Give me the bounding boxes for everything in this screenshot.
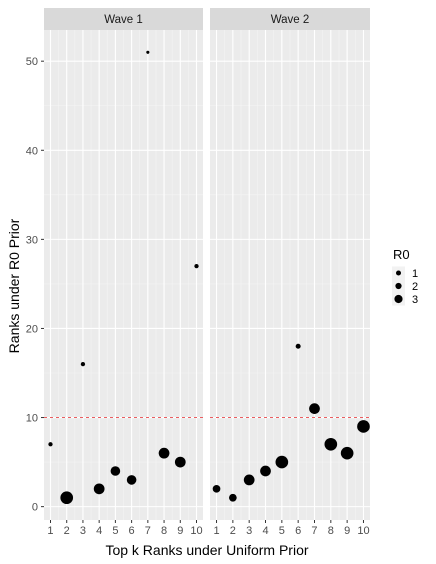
data-point bbox=[146, 50, 150, 54]
x-tick-label: 1 bbox=[47, 525, 53, 537]
data-point bbox=[295, 343, 301, 349]
y-axis: 0 10 20 30 40 50 bbox=[26, 56, 44, 514]
data-point bbox=[243, 474, 255, 486]
y-tick-label: 10 bbox=[26, 413, 38, 425]
x-tick-label: 6 bbox=[129, 525, 135, 537]
x-tick-label: 4 bbox=[96, 525, 102, 537]
data-point bbox=[93, 483, 105, 495]
data-point bbox=[60, 491, 74, 505]
data-point bbox=[126, 475, 137, 485]
data-point bbox=[260, 465, 271, 477]
x-tick-label: 4 bbox=[262, 525, 268, 537]
data-point bbox=[309, 403, 320, 415]
data-point bbox=[229, 493, 237, 502]
panel-strip-label: Wave 2 bbox=[271, 14, 310, 26]
y-tick-label: 40 bbox=[26, 145, 38, 157]
data-point bbox=[48, 442, 53, 447]
data-point bbox=[110, 466, 121, 476]
legend-key-point bbox=[395, 282, 402, 290]
x-tick-label: 8 bbox=[328, 525, 334, 537]
y-tick-label: 30 bbox=[26, 234, 38, 246]
x-tick-label: 6 bbox=[295, 525, 301, 537]
x-tick-label: 9 bbox=[344, 525, 350, 537]
data-point bbox=[275, 455, 289, 469]
x-axis-label: Top k Ranks under Uniform Prior bbox=[105, 542, 308, 558]
x-tick-label: 7 bbox=[311, 525, 317, 537]
y-tick-label: 50 bbox=[26, 56, 38, 68]
data-point bbox=[212, 484, 221, 493]
legend-title: R0 bbox=[393, 247, 410, 262]
y-axis-label: Ranks under R0 Prior bbox=[6, 218, 22, 353]
legend-key-label: 3 bbox=[412, 294, 418, 306]
legend-key-label: 2 bbox=[412, 281, 418, 293]
x-tick-label: 3 bbox=[80, 525, 86, 537]
legend-key-point bbox=[394, 294, 403, 304]
data-point bbox=[340, 446, 354, 460]
panel-strip bbox=[44, 8, 203, 30]
x-tick-label: 5 bbox=[279, 525, 285, 537]
x-tick-label: 3 bbox=[246, 525, 252, 537]
y-tick-label: 20 bbox=[26, 323, 38, 335]
legend-key-label: 1 bbox=[412, 268, 418, 280]
data-point bbox=[194, 263, 199, 269]
panel-strip bbox=[210, 8, 370, 30]
x-tick-label: 10 bbox=[357, 525, 369, 537]
y-tick-label: 0 bbox=[32, 502, 38, 514]
x-tick-label: 2 bbox=[230, 525, 236, 537]
legend-key-point bbox=[396, 270, 401, 276]
panel-1: Wave 1 1 2 3 4 5 6 7 8 9 10 bbox=[44, 8, 203, 537]
x-tick-label: 9 bbox=[177, 525, 183, 537]
data-point bbox=[158, 447, 170, 459]
panel-strip-label: Wave 1 bbox=[104, 14, 143, 26]
x-tick-label: 10 bbox=[190, 525, 202, 537]
data-point bbox=[357, 420, 370, 433]
data-point bbox=[80, 361, 86, 367]
x-tick-label: 5 bbox=[112, 525, 118, 537]
x-tick-label: 7 bbox=[145, 525, 151, 537]
x-tick-label: 1 bbox=[213, 525, 219, 537]
legend: R0 123 bbox=[392, 247, 418, 306]
panel-2: Wave 2 1 2 3 4 5 6 7 8 9 10 bbox=[210, 8, 370, 537]
x-tick-label: 2 bbox=[64, 525, 70, 537]
x-tick-label: 8 bbox=[161, 525, 167, 537]
data-point bbox=[174, 456, 186, 468]
data-point bbox=[324, 437, 338, 451]
